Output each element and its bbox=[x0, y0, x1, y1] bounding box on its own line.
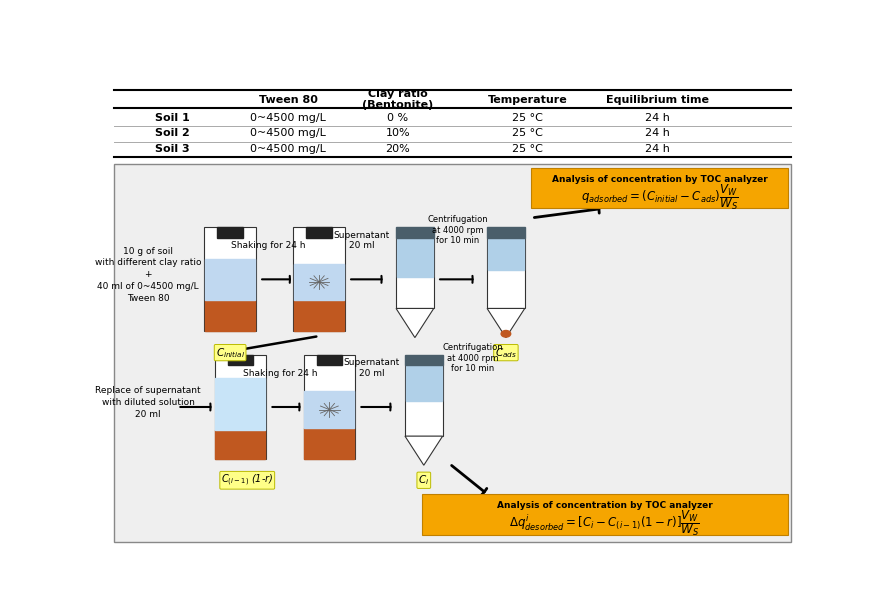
Bar bbox=[306, 227, 332, 238]
Bar bbox=[205, 227, 256, 332]
Bar bbox=[405, 355, 442, 365]
Text: Soil 1: Soil 1 bbox=[155, 112, 189, 123]
Text: $q_{adsorbed} = (C_{initial} - C_{ads})\dfrac{V_W}{W_S}$: $q_{adsorbed} = (C_{initial} - C_{ads})\… bbox=[581, 182, 738, 212]
Bar bbox=[532, 168, 788, 208]
Bar bbox=[228, 355, 253, 365]
Bar bbox=[217, 227, 243, 238]
Bar bbox=[487, 238, 525, 308]
Text: 10 g of soil
with different clay ratio
+
40 ml of 0~4500 mg/L
Tween 80: 10 g of soil with different clay ratio +… bbox=[94, 246, 201, 303]
Text: $C_i$: $C_i$ bbox=[419, 473, 429, 487]
Text: 10%: 10% bbox=[386, 128, 410, 138]
Text: 25 °C: 25 °C bbox=[512, 128, 543, 138]
Bar bbox=[215, 378, 266, 430]
Text: Tween 80: Tween 80 bbox=[259, 95, 318, 104]
Text: Soil 3: Soil 3 bbox=[155, 144, 189, 154]
Bar bbox=[305, 428, 354, 459]
Bar bbox=[215, 430, 266, 459]
Bar bbox=[305, 391, 354, 428]
Text: Analysis of concentration by TOC analyzer: Analysis of concentration by TOC analyze… bbox=[497, 501, 713, 510]
Text: Replace of supernatant
with diluted solution
20 ml: Replace of supernatant with diluted solu… bbox=[95, 386, 200, 419]
Bar bbox=[215, 355, 266, 459]
Text: Centrifugation
at 4000 rpm
for 10 min: Centrifugation at 4000 rpm for 10 min bbox=[427, 216, 487, 246]
Text: Soil 2: Soil 2 bbox=[155, 128, 189, 138]
Bar bbox=[304, 355, 355, 459]
Text: $\Delta q^i_{desorbed} = [C_i - C_{(i-1)}(1-r)]\dfrac{V_W}{W_S}$: $\Delta q^i_{desorbed} = [C_i - C_{(i-1)… bbox=[509, 508, 700, 538]
Text: 0 %: 0 % bbox=[388, 112, 408, 123]
Text: 0~4500 mg/L: 0~4500 mg/L bbox=[251, 144, 326, 154]
Text: 25 °C: 25 °C bbox=[512, 112, 543, 123]
Polygon shape bbox=[396, 308, 434, 338]
Text: 24 h: 24 h bbox=[645, 144, 670, 154]
Bar bbox=[405, 365, 442, 436]
Circle shape bbox=[502, 330, 510, 337]
Bar bbox=[205, 258, 255, 300]
Text: Clay ratio
(Bentonite): Clay ratio (Bentonite) bbox=[362, 89, 434, 111]
Bar bbox=[205, 300, 255, 331]
Text: 0~4500 mg/L: 0~4500 mg/L bbox=[251, 128, 326, 138]
Bar bbox=[294, 264, 344, 300]
Text: Equilibrium time: Equilibrium time bbox=[607, 95, 709, 104]
Text: 25 °C: 25 °C bbox=[512, 144, 543, 154]
Text: $C_{initial}$: $C_{initial}$ bbox=[215, 346, 245, 360]
Text: Analysis of concentration by TOC analyzer: Analysis of concentration by TOC analyze… bbox=[552, 175, 767, 184]
Polygon shape bbox=[487, 308, 525, 338]
Text: Temperature: Temperature bbox=[488, 95, 568, 104]
Text: 24 h: 24 h bbox=[645, 128, 670, 138]
Bar bbox=[487, 238, 524, 270]
Bar bbox=[293, 227, 344, 332]
Text: Shaking for 24 h: Shaking for 24 h bbox=[243, 368, 317, 378]
Text: 0~4500 mg/L: 0~4500 mg/L bbox=[251, 112, 326, 123]
Text: Centrifugation
at 4000 rpm
for 10 min: Centrifugation at 4000 rpm for 10 min bbox=[442, 343, 503, 373]
Text: Supernatant
20 ml: Supernatant 20 ml bbox=[334, 231, 389, 250]
Bar bbox=[396, 227, 434, 238]
Polygon shape bbox=[405, 436, 442, 465]
Bar bbox=[396, 238, 433, 277]
Bar bbox=[114, 163, 791, 542]
Text: $C_{ads}$: $C_{ads}$ bbox=[495, 346, 517, 360]
Text: 20%: 20% bbox=[385, 144, 411, 154]
Text: Shaking for 24 h: Shaking for 24 h bbox=[231, 241, 306, 250]
Bar bbox=[487, 227, 525, 238]
Bar bbox=[316, 355, 343, 365]
Text: $C_{(i-1)}$ (1-r): $C_{(i-1)}$ (1-r) bbox=[221, 473, 274, 488]
Bar bbox=[294, 300, 344, 331]
Text: 24 h: 24 h bbox=[645, 112, 670, 123]
Bar bbox=[396, 238, 434, 308]
Bar bbox=[405, 365, 442, 401]
Text: Supernatant
20 ml: Supernatant 20 ml bbox=[343, 359, 400, 378]
Bar bbox=[422, 494, 788, 535]
